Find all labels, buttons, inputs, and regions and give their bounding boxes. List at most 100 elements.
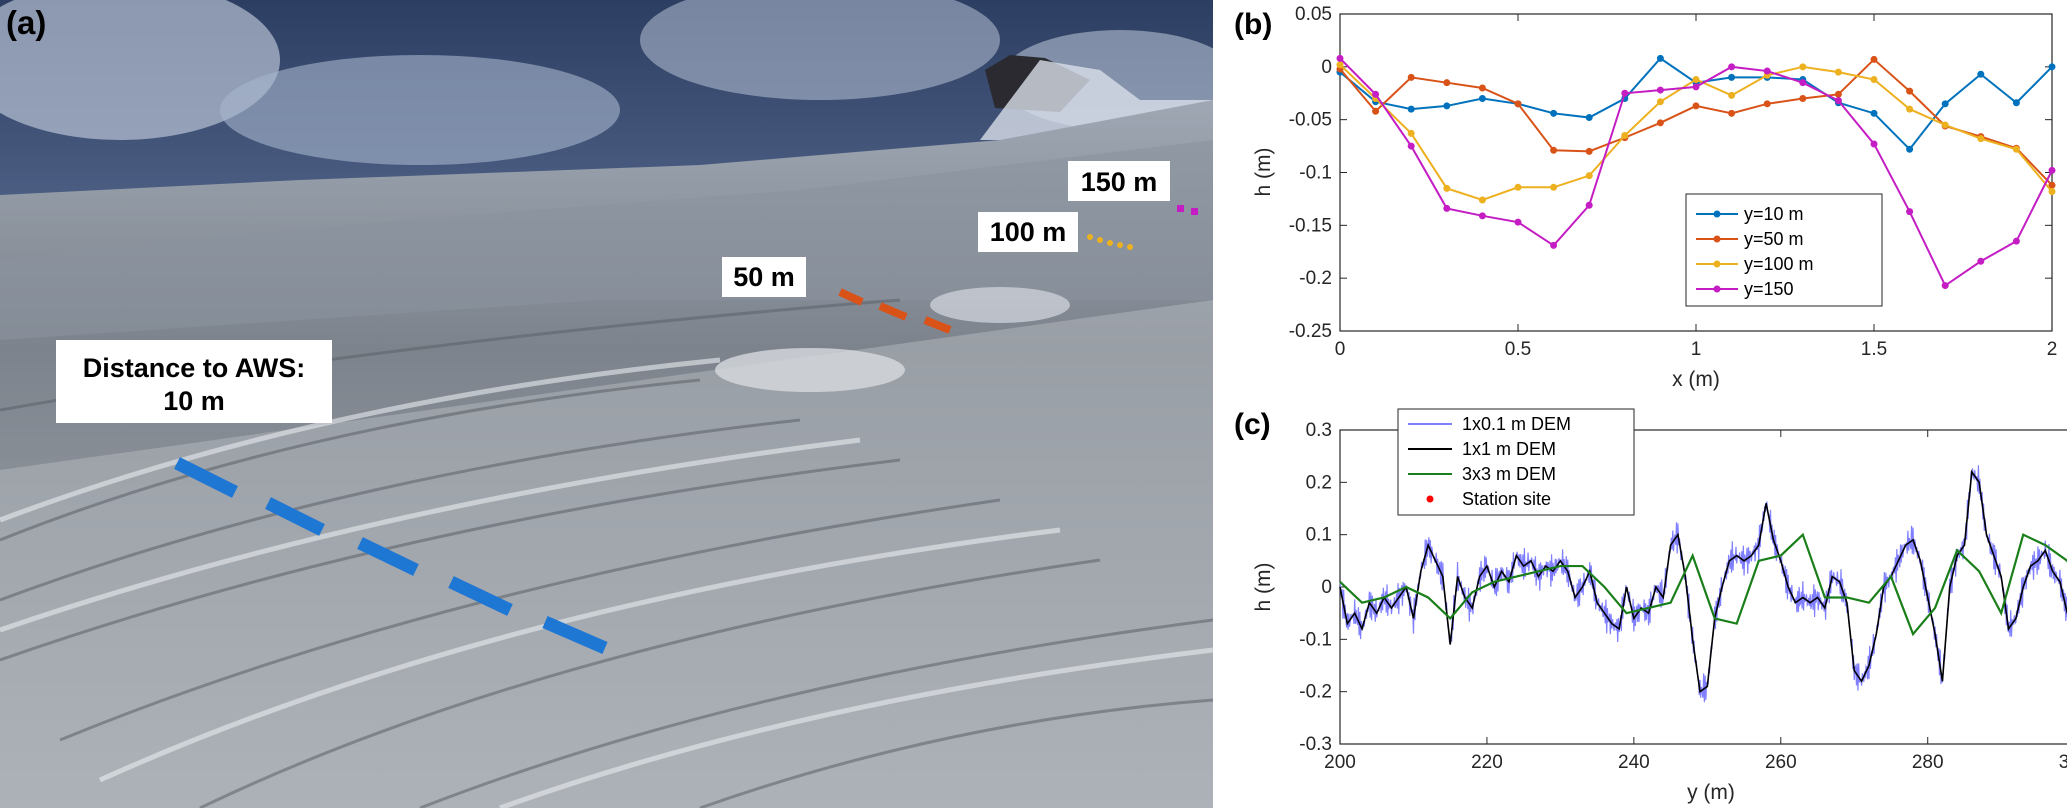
c-xtick-label: 200 bbox=[1324, 752, 1356, 773]
data-point bbox=[1550, 146, 1558, 154]
data-point bbox=[1941, 121, 1949, 129]
data-point bbox=[1407, 129, 1415, 137]
data-point bbox=[2012, 237, 2020, 245]
data-point bbox=[1656, 54, 1664, 62]
data-point bbox=[1763, 100, 1771, 108]
data-point bbox=[1585, 147, 1593, 155]
data-point bbox=[1478, 95, 1486, 103]
data-point bbox=[1514, 218, 1522, 226]
c-ytick-label: 0.2 bbox=[1306, 472, 1332, 493]
data-point bbox=[1906, 105, 1914, 113]
legend-label: 1x0.1 m DEM bbox=[1462, 414, 1571, 434]
legend-c: 1x0.1 m DEM 1x1 m DEM 3x3 m DEM Station sit… bbox=[1397, 408, 1635, 516]
data-point bbox=[1728, 109, 1736, 117]
c-ytick-label: 0.3 bbox=[1306, 420, 1332, 441]
c-ytick-label: 0 bbox=[1321, 577, 1332, 598]
legend-label: y=10 m bbox=[1744, 204, 1804, 224]
distance-label-10m: 10 m bbox=[163, 386, 225, 416]
data-point bbox=[1478, 212, 1486, 220]
b-ytick-label: -0.2 bbox=[1299, 268, 1332, 289]
legend-label: y=50 m bbox=[1744, 229, 1804, 249]
chart-c: (c) 0.3 0.2 0.1 0 -0.1 -0.2 -0.3 200 220 240 260 2… bbox=[1234, 408, 2067, 804]
distance-label-50m: 50 m bbox=[733, 262, 795, 292]
data-point bbox=[1870, 76, 1878, 84]
data-point bbox=[1336, 61, 1344, 69]
data-point bbox=[1977, 70, 1985, 78]
data-point bbox=[1585, 114, 1593, 122]
data-point bbox=[1621, 132, 1629, 140]
data-point bbox=[1692, 76, 1700, 84]
c-ytick-label: -0.3 bbox=[1299, 734, 1332, 755]
legend-marker bbox=[1713, 285, 1721, 293]
data-point bbox=[1870, 140, 1878, 148]
b-ytick-label: 0.05 bbox=[1295, 4, 1332, 25]
data-point bbox=[1443, 102, 1451, 110]
data-point bbox=[1692, 83, 1700, 91]
data-point bbox=[1443, 204, 1451, 212]
data-point bbox=[1977, 257, 1985, 265]
data-point bbox=[1514, 100, 1522, 108]
data-point bbox=[1834, 97, 1842, 105]
marker-150m bbox=[1177, 205, 1198, 215]
b-xtick-label: 1 bbox=[1691, 339, 1702, 360]
b-ytick-label: -0.25 bbox=[1289, 321, 1332, 342]
data-point bbox=[1799, 79, 1807, 87]
data-point bbox=[2012, 99, 2020, 107]
data-point bbox=[1550, 183, 1558, 191]
data-point bbox=[1656, 119, 1664, 127]
data-point bbox=[1763, 67, 1771, 75]
data-point bbox=[1550, 241, 1558, 249]
b-ytick-label: -0.15 bbox=[1289, 215, 1332, 236]
legend-marker bbox=[1713, 235, 1721, 243]
panel-label-b: (b) bbox=[1234, 8, 1272, 41]
data-point bbox=[1834, 68, 1842, 76]
c-xtick-label: 240 bbox=[1618, 752, 1650, 773]
c-ytick-label: -0.1 bbox=[1299, 629, 1332, 650]
data-point bbox=[1621, 89, 1629, 97]
xlabel-c: y (m) bbox=[1687, 781, 1735, 804]
data-point bbox=[1799, 95, 1807, 103]
data-point bbox=[1977, 135, 1985, 143]
b-ytick-label: -0.05 bbox=[1289, 110, 1332, 131]
data-point bbox=[1407, 142, 1415, 150]
panel-label-c: (c) bbox=[1234, 408, 1271, 441]
distance-label-100m: 100 m bbox=[990, 217, 1067, 247]
data-point bbox=[1799, 63, 1807, 71]
c-ytick-label: 0.1 bbox=[1306, 525, 1332, 546]
data-point bbox=[2048, 63, 2056, 71]
distance-label-title: Distance to AWS: bbox=[83, 353, 306, 383]
data-point bbox=[1870, 55, 1878, 63]
c-xtick-label: 280 bbox=[1912, 752, 1944, 773]
marker-100m bbox=[1087, 234, 1133, 250]
xlabel-b: x (m) bbox=[1672, 368, 1720, 391]
glacier-photo: Distance to AWS: 10 m 50 m 100 m 150 m (… bbox=[0, 0, 1213, 808]
data-point bbox=[1336, 54, 1344, 62]
data-point bbox=[1728, 91, 1736, 99]
data-point bbox=[1585, 172, 1593, 180]
data-point bbox=[1834, 90, 1842, 98]
data-point bbox=[1906, 87, 1914, 95]
b-xtick-label: 0.5 bbox=[1505, 339, 1531, 360]
legend-b: y=10 m y=50 m y=100 m y=150 bbox=[1685, 193, 1883, 307]
data-point bbox=[2048, 181, 2056, 189]
data-point bbox=[1728, 73, 1736, 81]
data-point bbox=[1407, 105, 1415, 113]
legend-label: 3x3 m DEM bbox=[1462, 464, 1556, 484]
data-point bbox=[1514, 183, 1522, 191]
c-xtick-label: 220 bbox=[1471, 752, 1503, 773]
data-point bbox=[1478, 84, 1486, 92]
legend-marker bbox=[1713, 210, 1721, 218]
marker-50m bbox=[838, 288, 952, 334]
legend-marker bbox=[1713, 260, 1721, 268]
data-point bbox=[1870, 109, 1878, 117]
b-ytick-label: 0 bbox=[1321, 57, 1332, 78]
legend-label: y=100 m bbox=[1744, 254, 1814, 274]
series-line-1x1-m-dem bbox=[1339, 469, 2067, 694]
data-point bbox=[1656, 86, 1664, 94]
chart-b: (b) 0.05 0 -0.05 -0.1 -0.15 -0.2 -0.25 0 0.5 1 1.… bbox=[1234, 4, 2057, 391]
data-point bbox=[1443, 184, 1451, 192]
panel-label-a: (a) bbox=[6, 4, 46, 41]
legend-label: Station site bbox=[1462, 489, 1551, 509]
data-point bbox=[1692, 102, 1700, 110]
legend-label: 1x1 m DEM bbox=[1462, 439, 1556, 459]
